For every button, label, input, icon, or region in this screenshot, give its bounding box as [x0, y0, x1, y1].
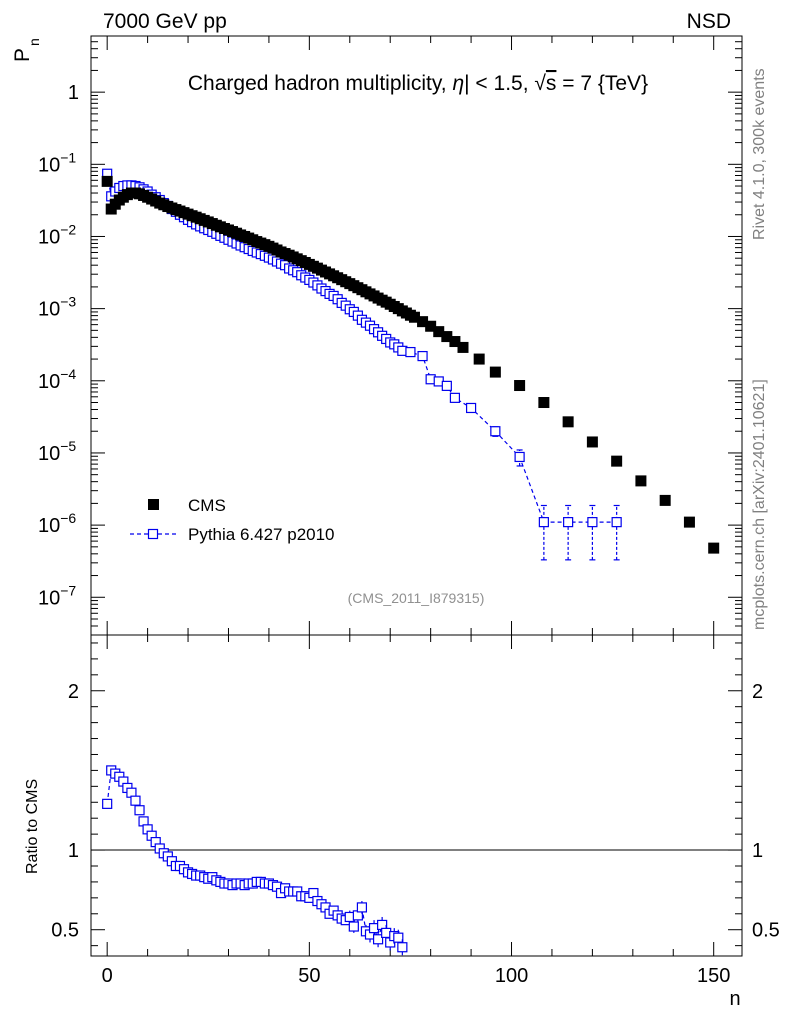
cms-point: [101, 175, 113, 187]
cms-point: [449, 336, 461, 348]
cms-point: [489, 366, 501, 378]
x-tick-label: 50: [298, 965, 320, 987]
ratio-point: [397, 942, 408, 953]
y-tick-label: 10−6: [38, 510, 76, 537]
ratio-point: [393, 932, 404, 943]
cms-point: [457, 341, 469, 353]
main-y-axis-label: Pn: [11, 38, 42, 62]
cms-point: [425, 320, 437, 332]
pythia-point: [441, 380, 452, 391]
x-tick-label: 0: [102, 965, 113, 987]
pythia-point: [449, 392, 461, 403]
cms-point: [538, 397, 550, 409]
legend-cms-label: CMS: [188, 496, 226, 515]
cms-point: [659, 494, 671, 506]
cms-point: [473, 353, 485, 365]
cms-point: [562, 416, 574, 428]
header-right: NSD: [687, 10, 731, 33]
ratio-point: [372, 934, 384, 945]
y-tick-label: 10−5: [38, 438, 76, 465]
cms-point: [433, 326, 445, 338]
main-x-ticks: [106, 36, 715, 635]
ratio-point: [130, 795, 141, 806]
x-axis-label: n: [729, 988, 740, 1010]
cms-point: [708, 542, 720, 554]
chart-title: Charged hadron multiplicity, η| < 1.5, √…: [188, 72, 648, 95]
cms-point: [417, 316, 429, 328]
legend-pythia-label: Pythia 6.427 p2010: [188, 525, 335, 544]
pythia-point: [538, 517, 549, 528]
cms-point: [635, 475, 647, 487]
main-y-axis: 10−7 10−6 10−5 10−4 10−3 10−2 10−1 1: [38, 35, 742, 636]
cms-point: [586, 436, 598, 448]
pythia-point: [490, 426, 501, 437]
legend: CMS Pythia 6.427 p2010: [130, 496, 335, 544]
pythia-point: [587, 517, 598, 528]
y-tick-label: 10−7: [38, 582, 76, 609]
pythia-point: [405, 346, 416, 358]
rivet-label: Rivet 4.1.0, 300k events: [751, 68, 768, 240]
legend-cms-marker: [148, 499, 159, 510]
ratio-y-tick-label: 2: [68, 681, 79, 703]
pythia-point: [514, 451, 525, 463]
ratio-point: [356, 902, 368, 913]
ratio-y-tick-label-right: 2: [752, 681, 763, 703]
pythia-point: [563, 517, 574, 528]
ratio-point: [102, 798, 113, 809]
ratio-y-tick-label-right: 0.5: [752, 920, 780, 942]
cms-series: [101, 175, 720, 554]
ratio-point: [134, 805, 145, 816]
pythia-series: [102, 168, 622, 561]
y-tick-label: 10−3: [38, 294, 76, 321]
y-tick-label: 1: [68, 82, 79, 104]
y-tick-label: 10−4: [38, 366, 76, 393]
ratio-y-axis-label: Ratio to CMS: [24, 779, 41, 874]
cms-point: [408, 311, 420, 323]
ratio-axes: 0 50 100 150 0.5 0.5 1 1 2 2: [51, 635, 780, 987]
mcplots-label: mcplots.cern.ch [arXiv:2401.10621]: [751, 379, 768, 630]
ratio-plot-frame: [90, 634, 743, 957]
cms-point: [441, 331, 453, 343]
main-plot-frame: [90, 35, 743, 636]
cms-point: [611, 455, 623, 467]
x-tick-label: 100: [495, 965, 528, 987]
pythia-line: [106, 173, 617, 523]
y-tick-label: 10−1: [38, 149, 76, 176]
pythia-point: [465, 402, 477, 414]
ratio-y-tick-label-right: 1: [752, 840, 763, 862]
x-tick-label: 150: [697, 965, 730, 987]
pythia-point: [611, 517, 622, 528]
analysis-watermark: (CMS_2011_I879315): [348, 590, 485, 606]
y-tick-label: 10−2: [38, 221, 76, 248]
cms-point: [683, 516, 695, 528]
cms-point: [514, 380, 526, 392]
header-left: 7000 GeV pp: [103, 10, 227, 33]
ratio-y-tick-label: 0.5: [51, 920, 79, 942]
ratio-y-tick-label: 1: [68, 840, 79, 862]
pythia-point: [417, 350, 428, 362]
ratio-point: [348, 921, 359, 932]
legend-pythia-marker: [147, 528, 159, 540]
ratio-series: [102, 765, 408, 956]
